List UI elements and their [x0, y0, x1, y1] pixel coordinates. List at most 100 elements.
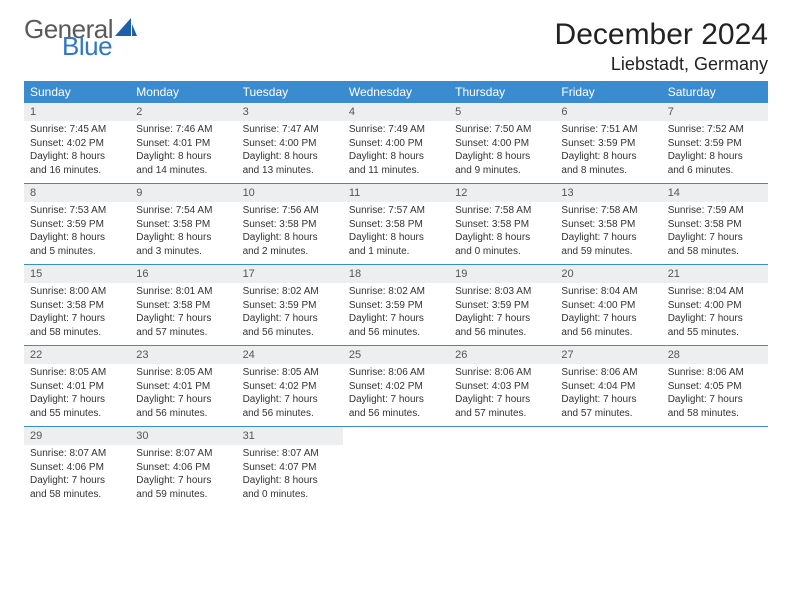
day-content-cell — [449, 445, 555, 507]
day-number-cell: 28 — [662, 346, 768, 364]
daylight-line: Daylight: 8 hours and 11 minutes. — [349, 150, 443, 177]
day-content-cell: Sunrise: 8:01 AMSunset: 3:58 PMDaylight:… — [130, 283, 236, 346]
day-header-row: Sunday Monday Tuesday Wednesday Thursday… — [24, 81, 768, 103]
day-number-row: 15161718192021 — [24, 265, 768, 283]
day-content-row: Sunrise: 7:45 AMSunset: 4:02 PM Daylight:… — [24, 121, 768, 184]
day-number-cell: 2 — [130, 103, 236, 121]
daylight-line: Daylight: 8 hours and 3 minutes. — [136, 231, 230, 258]
sunrise-line: Sunrise: 8:05 AM — [136, 366, 230, 380]
day-header: Tuesday — [237, 81, 343, 103]
day-content-cell: Sunrise: 8:04 AMSunset: 4:00 PMDaylight:… — [662, 283, 768, 346]
day-content-cell: Sunrise: 7:45 AMSunset: 4:02 PMDaylight:… — [24, 121, 130, 184]
sunrise-line: Sunrise: 7:53 AM — [30, 204, 124, 218]
sunrise-line: Sunrise: 7:58 AM — [561, 204, 655, 218]
daylight-line: Daylight: 7 hours and 56 minutes. — [455, 312, 549, 339]
day-number-cell: 9 — [130, 184, 236, 202]
day-number-cell: 11 — [343, 184, 449, 202]
sunset-line: Sunset: 3:58 PM — [455, 218, 549, 232]
sunrise-line: Sunrise: 8:02 AM — [349, 285, 443, 299]
day-content-row: Sunrise: 7:53 AMSunset: 3:59 PMDaylight:… — [24, 202, 768, 265]
day-number-cell: 10 — [237, 184, 343, 202]
sunset-line: Sunset: 4:07 PM — [243, 461, 337, 475]
sunrise-line: Sunrise: 7:46 AM — [136, 123, 230, 137]
day-number-cell: 5 — [449, 103, 555, 121]
day-number-cell: 13 — [555, 184, 661, 202]
day-content-cell: Sunrise: 7:58 AMSunset: 3:58 PMDaylight:… — [449, 202, 555, 265]
day-number-cell: 18 — [343, 265, 449, 283]
sunrise-line: Sunrise: 8:07 AM — [243, 447, 337, 461]
sunrise-line: Sunrise: 7:50 AM — [455, 123, 549, 137]
header: General Blue December 2024 Liebstadt, Ge… — [24, 18, 768, 75]
day-content-cell: Sunrise: 7:58 AMSunset: 3:58 PMDaylight:… — [555, 202, 661, 265]
day-number-cell: 23 — [130, 346, 236, 364]
day-content-cell: Sunrise: 8:02 AMSunset: 3:59 PMDaylight:… — [237, 283, 343, 346]
day-number-cell: 27 — [555, 346, 661, 364]
day-content-cell — [343, 445, 449, 507]
day-content-cell: Sunrise: 7:53 AMSunset: 3:59 PMDaylight:… — [24, 202, 130, 265]
day-content-row: Sunrise: 8:00 AMSunset: 3:58 PMDaylight:… — [24, 283, 768, 346]
day-header: Sunday — [24, 81, 130, 103]
sunset-line: Sunset: 4:00 PM — [349, 137, 443, 151]
sunrise-line: Sunrise: 7:59 AM — [668, 204, 762, 218]
daylight-line: Daylight: 8 hours and 9 minutes. — [455, 150, 549, 177]
sunrise-line: Sunrise: 8:05 AM — [243, 366, 337, 380]
daylight-line: Daylight: 7 hours and 56 minutes. — [243, 312, 337, 339]
sunset-line: Sunset: 3:58 PM — [136, 218, 230, 232]
day-number-cell: 15 — [24, 265, 130, 283]
day-content-cell: Sunrise: 8:04 AMSunset: 4:00 PMDaylight:… — [555, 283, 661, 346]
sunrise-line: Sunrise: 8:04 AM — [561, 285, 655, 299]
day-number-cell: 4 — [343, 103, 449, 121]
daylight-line: Daylight: 7 hours and 55 minutes. — [30, 393, 124, 420]
sunrise-line: Sunrise: 8:06 AM — [349, 366, 443, 380]
daylight-line: Daylight: 7 hours and 58 minutes. — [30, 312, 124, 339]
sunrise-line: Sunrise: 8:06 AM — [561, 366, 655, 380]
day-content-cell — [555, 445, 661, 507]
day-content-cell: Sunrise: 8:06 AMSunset: 4:02 PMDaylight:… — [343, 364, 449, 427]
daylight-line: Daylight: 7 hours and 59 minutes. — [561, 231, 655, 258]
day-content-cell: Sunrise: 7:52 AMSunset: 3:59 PMDaylight:… — [662, 121, 768, 184]
sunset-line: Sunset: 3:58 PM — [243, 218, 337, 232]
sunset-line: Sunset: 3:58 PM — [136, 299, 230, 313]
day-number-cell: 6 — [555, 103, 661, 121]
day-content-cell: Sunrise: 8:03 AMSunset: 3:59 PMDaylight:… — [449, 283, 555, 346]
daylight-line: Daylight: 7 hours and 57 minutes. — [455, 393, 549, 420]
sunset-line: Sunset: 3:59 PM — [349, 299, 443, 313]
day-number-cell: 22 — [24, 346, 130, 364]
daylight-line: Daylight: 8 hours and 13 minutes. — [243, 150, 337, 177]
day-content-cell: Sunrise: 7:47 AMSunset: 4:00 PMDaylight:… — [237, 121, 343, 184]
sunrise-line: Sunrise: 8:07 AM — [136, 447, 230, 461]
day-content-row: Sunrise: 8:05 AMSunset: 4:01 PMDaylight:… — [24, 364, 768, 427]
day-number-cell: 30 — [130, 427, 236, 445]
day-content-cell — [662, 445, 768, 507]
sunrise-line: Sunrise: 8:06 AM — [455, 366, 549, 380]
day-number-cell — [662, 427, 768, 445]
daylight-line: Daylight: 7 hours and 58 minutes. — [668, 393, 762, 420]
daylight-line: Daylight: 7 hours and 56 minutes. — [349, 393, 443, 420]
sunrise-line: Sunrise: 8:04 AM — [668, 285, 762, 299]
sunset-line: Sunset: 4:01 PM — [136, 380, 230, 394]
day-content-cell: Sunrise: 8:02 AMSunset: 3:59 PMDaylight:… — [343, 283, 449, 346]
sunrise-line: Sunrise: 7:57 AM — [349, 204, 443, 218]
logo: General Blue — [24, 18, 137, 59]
sunset-line: Sunset: 4:05 PM — [668, 380, 762, 394]
sunrise-line: Sunrise: 7:56 AM — [243, 204, 337, 218]
day-number-cell: 7 — [662, 103, 768, 121]
sunrise-line: Sunrise: 8:06 AM — [668, 366, 762, 380]
sunrise-line: Sunrise: 7:45 AM — [30, 123, 124, 137]
day-number-row: 1234567 — [24, 103, 768, 121]
sunset-line: Sunset: 4:02 PM — [349, 380, 443, 394]
daylight-line: Daylight: 8 hours and 2 minutes. — [243, 231, 337, 258]
sunset-line: Sunset: 3:59 PM — [455, 299, 549, 313]
sunset-line: Sunset: 3:59 PM — [561, 137, 655, 151]
day-number-cell: 20 — [555, 265, 661, 283]
sunrise-line: Sunrise: 7:54 AM — [136, 204, 230, 218]
daylight-line: Daylight: 7 hours and 56 minutes. — [561, 312, 655, 339]
sunrise-line: Sunrise: 8:07 AM — [30, 447, 124, 461]
sunset-line: Sunset: 4:02 PM — [30, 137, 124, 151]
sunrise-line: Sunrise: 7:52 AM — [668, 123, 762, 137]
sunset-line: Sunset: 4:00 PM — [455, 137, 549, 151]
daylight-line: Daylight: 8 hours and 14 minutes. — [136, 150, 230, 177]
day-header: Thursday — [449, 81, 555, 103]
daylight-line: Daylight: 7 hours and 57 minutes. — [136, 312, 230, 339]
day-content-cell: Sunrise: 7:46 AMSunset: 4:01 PMDaylight:… — [130, 121, 236, 184]
